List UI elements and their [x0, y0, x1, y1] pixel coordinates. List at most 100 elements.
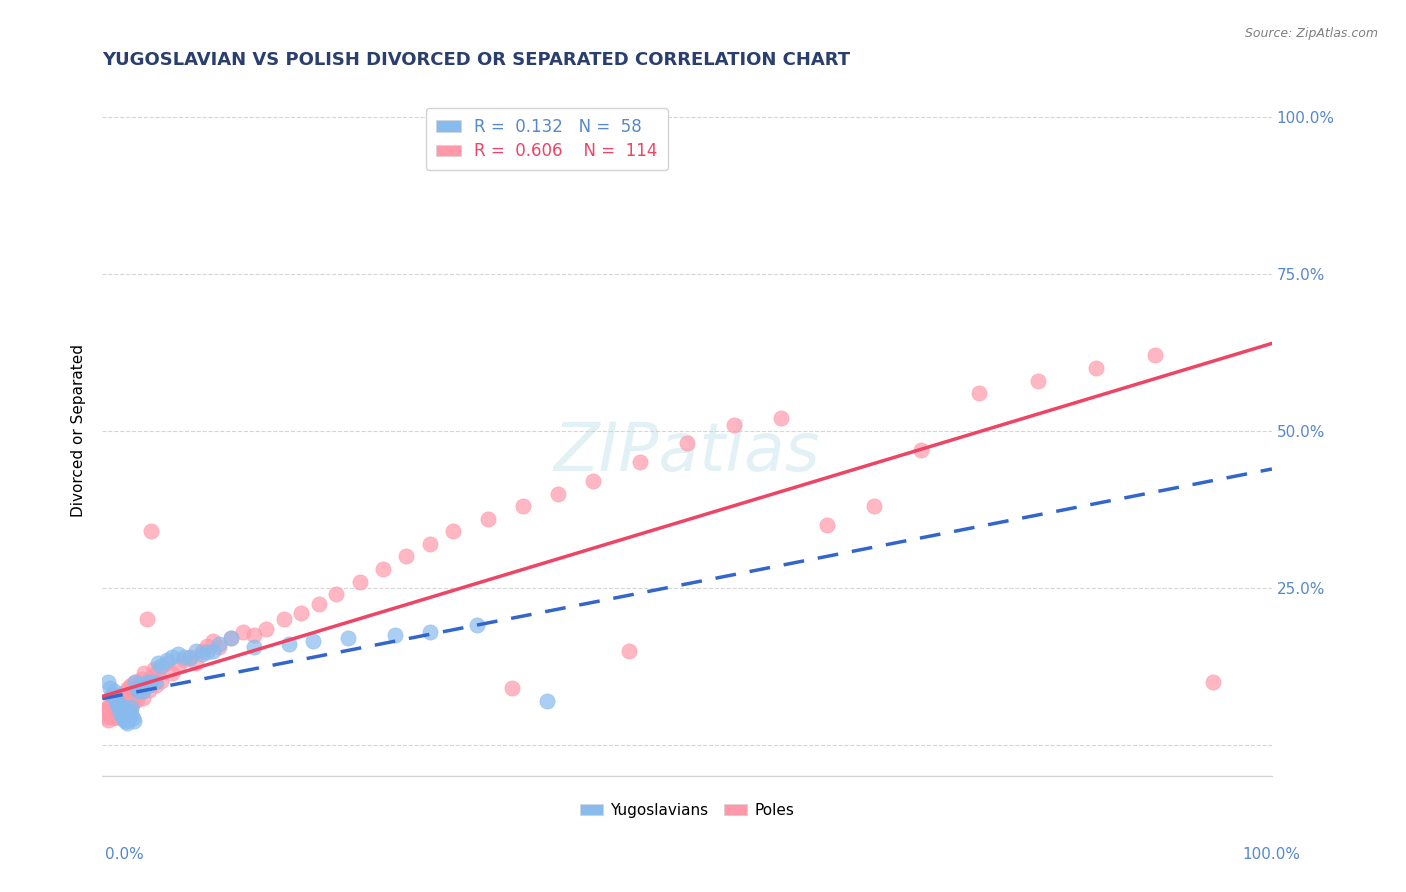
Point [127, 678, 149, 692]
Point [120, 705, 142, 719]
Text: ZIPatlas: ZIPatlas [554, 418, 820, 484]
Point [273, 612, 295, 626]
Point [107, 706, 129, 721]
Point [278, 637, 301, 651]
Point [114, 703, 136, 717]
Point [202, 643, 225, 657]
Point [124, 689, 146, 703]
Point [107, 697, 129, 711]
Point [127, 692, 149, 706]
Point [122, 714, 145, 728]
Point [547, 486, 569, 500]
Point [184, 656, 207, 670]
Point [243, 640, 266, 655]
Point [118, 709, 141, 723]
Point [121, 711, 143, 725]
Point [120, 700, 142, 714]
Point [910, 442, 932, 457]
Point [167, 659, 190, 673]
Point [243, 628, 266, 642]
Point [769, 411, 792, 425]
Point [105, 694, 128, 708]
Point [120, 697, 142, 711]
Point [129, 682, 152, 697]
Point [131, 681, 153, 696]
Point [114, 714, 136, 728]
Point [114, 698, 136, 713]
Point [107, 700, 129, 714]
Point [104, 709, 127, 723]
Point [108, 688, 131, 702]
Point [162, 665, 184, 680]
Point [120, 701, 142, 715]
Point [114, 701, 136, 715]
Point [98, 698, 121, 713]
Text: 0.0%: 0.0% [105, 847, 145, 863]
Point [155, 656, 177, 670]
Point [143, 675, 166, 690]
Point [100, 705, 122, 719]
Point [325, 587, 347, 601]
Point [138, 682, 160, 697]
Point [371, 562, 394, 576]
Y-axis label: Divorced or Separated: Divorced or Separated [72, 344, 86, 517]
Point [105, 690, 128, 705]
Point [110, 697, 132, 711]
Point [863, 499, 886, 513]
Point [117, 681, 139, 696]
Point [107, 706, 129, 721]
Point [179, 651, 201, 665]
Point [219, 631, 242, 645]
Point [617, 643, 640, 657]
Point [108, 706, 131, 721]
Point [100, 707, 122, 722]
Point [112, 689, 135, 703]
Point [197, 645, 219, 659]
Point [254, 622, 277, 636]
Point [117, 706, 139, 721]
Point [349, 574, 371, 589]
Point [132, 684, 155, 698]
Point [131, 672, 153, 686]
Legend: Yugoslavians, Poles: Yugoslavians, Poles [574, 797, 800, 824]
Point [148, 656, 170, 670]
Point [105, 690, 128, 705]
Point [128, 686, 150, 700]
Point [384, 628, 406, 642]
Point [101, 701, 124, 715]
Point [676, 436, 699, 450]
Point [110, 705, 132, 719]
Point [148, 664, 170, 678]
Point [127, 681, 149, 696]
Point [114, 684, 136, 698]
Point [723, 417, 745, 432]
Point [122, 682, 145, 697]
Point [149, 659, 172, 673]
Point [120, 678, 142, 692]
Point [97, 675, 120, 690]
Point [1143, 349, 1166, 363]
Point [969, 386, 991, 401]
Point [219, 631, 242, 645]
Point [112, 700, 135, 714]
Point [110, 697, 132, 711]
Point [132, 690, 155, 705]
Point [419, 624, 441, 639]
Point [208, 637, 231, 651]
Point [114, 711, 136, 725]
Point [308, 597, 330, 611]
Text: YUGOSLAVIAN VS POLISH DIVORCED OR SEPARATED CORRELATION CHART: YUGOSLAVIAN VS POLISH DIVORCED OR SEPARA… [103, 51, 851, 69]
Point [124, 675, 146, 690]
Point [179, 649, 201, 664]
Point [112, 709, 135, 723]
Point [582, 474, 605, 488]
Point [190, 647, 212, 661]
Point [134, 665, 156, 680]
Point [100, 697, 122, 711]
Point [110, 690, 132, 705]
Point [94, 703, 117, 717]
Point [111, 700, 134, 714]
Point [111, 701, 134, 715]
Point [120, 690, 142, 705]
Text: 100.0%: 100.0% [1243, 847, 1301, 863]
